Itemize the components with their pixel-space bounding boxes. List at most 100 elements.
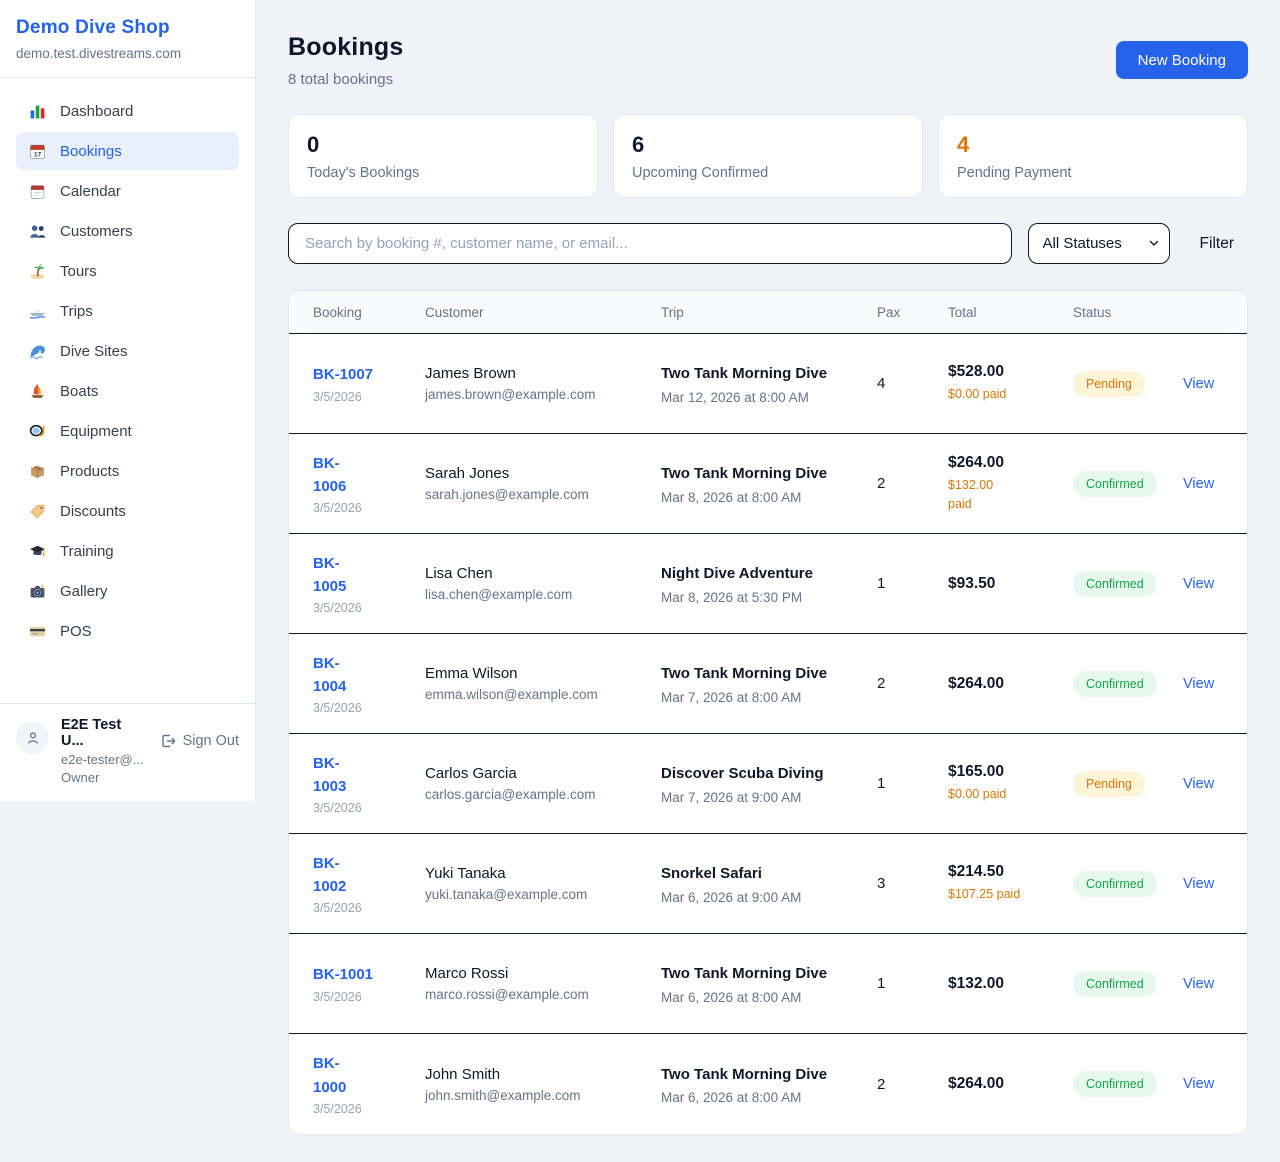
sidebar-item-bookings[interactable]: 17 Bookings <box>16 132 239 170</box>
customer-name: James Brown <box>425 365 516 382</box>
new-booking-button[interactable]: New Booking <box>1115 41 1248 79</box>
user-section: E2E Test U... e2e-tester@... Owner Sign … <box>0 703 255 801</box>
trip-name: Snorkel Safari <box>661 865 762 883</box>
sidebar-item-discounts[interactable]: Discounts <box>16 492 239 530</box>
view-link[interactable]: View <box>1183 875 1215 892</box>
sidebar-item-trips[interactable]: Trips <box>16 292 239 330</box>
table-controls: All Statuses Filter <box>288 223 1248 264</box>
sidebar-item-dashboard[interactable]: Dashboard <box>16 92 239 130</box>
table-row: BK- 1002 3/5/2026 Yuki Tanaka yuki.tanaka@… <box>289 834 1247 934</box>
view-link[interactable]: View <box>1183 975 1215 992</box>
sidebar-item-products[interactable]: Products <box>16 452 239 490</box>
sidebar-item-training[interactable]: Training <box>16 532 239 570</box>
booking-link[interactable]: BK- 1003 <box>313 754 347 795</box>
booking-date: 3/5/2026 <box>313 701 362 716</box>
bookings-table: Booking Customer Trip Pax Total Status B… <box>288 290 1248 1135</box>
booking-link[interactable]: BK- 1000 <box>313 1055 347 1096</box>
sidebar-item-pos[interactable]: POS <box>16 612 239 650</box>
status-badge: Confirmed <box>1073 870 1157 897</box>
sidebar-item-label: POS <box>60 622 92 640</box>
view-link[interactable]: View <box>1183 775 1215 792</box>
table-row: BK- 1005 3/5/2026 Lisa Chen lisa.chen@exam… <box>289 534 1247 634</box>
paid-amount: $0.00 paid <box>948 787 1007 802</box>
pax-value: 4 <box>877 375 886 392</box>
sidebar-item-equipment[interactable]: Equipment <box>16 412 239 450</box>
sign-out-icon <box>161 734 175 748</box>
booking-link[interactable]: BK-1007 <box>313 366 374 384</box>
stat-value: 4 <box>957 132 970 157</box>
pax-value: 1 <box>877 775 886 792</box>
total-amount: $93.50 <box>948 574 996 592</box>
trip-time: Mar 12, 2026 at 8:00 AM <box>661 389 809 405</box>
trip-time: Mar 8, 2026 at 5:30 PM <box>661 589 803 605</box>
user-info: E2E Test U... e2e-tester@... Owner <box>61 717 148 785</box>
page-title: Bookings <box>288 33 404 61</box>
speedboat-icon <box>28 302 46 320</box>
sidebar-item-gallery[interactable]: Gallery <box>16 572 239 610</box>
customer-email: emma.wilson@example.com <box>425 687 598 702</box>
filter-button[interactable]: Filter <box>1186 235 1248 253</box>
sidebar-item-dive-sites[interactable]: Dive Sites <box>16 332 239 370</box>
sidebar-item-label: Calendar <box>60 182 121 200</box>
view-link[interactable]: View <box>1183 575 1215 592</box>
status-filter-select[interactable]: All Statuses <box>1027 223 1170 264</box>
stats-cards: 0 Today's Bookings 6 Upcoming Confirmed … <box>288 114 1248 198</box>
graduation-cap-icon <box>28 542 46 560</box>
sidebar-item-label: Trips <box>60 302 93 320</box>
search-input[interactable] <box>288 223 1012 264</box>
package-icon <box>28 462 46 480</box>
total-amount: $132.00 <box>948 974 1005 992</box>
sidebar-item-tours[interactable]: Tours <box>16 252 239 290</box>
customer-email: james.brown@example.com <box>425 387 596 402</box>
sidebar-item-label: Training <box>60 542 114 560</box>
view-link[interactable]: View <box>1183 475 1215 492</box>
customer-email: lisa.chen@example.com <box>425 587 573 602</box>
customer-name: Lisa Chen <box>425 565 493 582</box>
customer-name: Carlos Garcia <box>425 765 517 782</box>
booking-link[interactable]: BK-1001 <box>313 966 374 984</box>
user-email: e2e-tester@... <box>61 752 144 767</box>
calendar-date-icon: 17 <box>28 142 46 160</box>
status-badge: Confirmed <box>1073 670 1157 697</box>
booking-link[interactable]: BK- 1006 <box>313 454 347 495</box>
table-header-row: Booking Customer Trip Pax Total Status <box>289 291 1247 334</box>
sidebar-item-label: Boats <box>60 382 99 400</box>
stat-card-upcoming-confirmed: 6 Upcoming Confirmed <box>613 114 923 198</box>
booking-link[interactable]: BK- 1002 <box>313 854 347 895</box>
status-filter-wrap: All Statuses <box>1027 223 1170 264</box>
view-link[interactable]: View <box>1183 675 1215 692</box>
stat-label: Upcoming Confirmed <box>632 165 769 181</box>
total-amount: $264.00 <box>948 1075 1005 1092</box>
pax-value: 1 <box>877 575 886 592</box>
sidebar-item-boats[interactable]: Boats <box>16 372 239 410</box>
table-row: BK- 1006 3/5/2026 Sarah Jones sarah.jones@… <box>289 434 1247 534</box>
booking-link[interactable]: BK- 1005 <box>313 554 347 595</box>
table-row: BK- 1003 3/5/2026 Carlos Garcia carlos.gar… <box>289 734 1247 834</box>
sidebar-item-label: Dive Sites <box>60 342 128 360</box>
sign-out-button[interactable]: Sign Out <box>160 733 239 749</box>
sidebar-item-label: Customers <box>60 222 133 240</box>
sidebar-item-label: Equipment <box>60 422 132 440</box>
booking-date: 3/5/2026 <box>313 901 362 916</box>
trip-name: Two Tank Morning Dive <box>661 465 828 483</box>
sidebar-item-label: Discounts <box>60 502 126 520</box>
booking-link[interactable]: BK- 1004 <box>313 654 347 695</box>
user-role: Owner <box>61 770 100 785</box>
bar-chart-icon <box>28 102 46 120</box>
sidebar-item-customers[interactable]: Customers <box>16 212 239 250</box>
paid-amount: $0.00 paid <box>948 387 1007 402</box>
view-link[interactable]: View <box>1183 1076 1215 1092</box>
sidebar-item-calendar[interactable]: Calendar <box>16 172 239 210</box>
customer-name: John Smith <box>425 1065 501 1083</box>
user-name: E2E Test U... <box>61 717 122 749</box>
trip-name: Two Tank Morning Dive <box>661 365 828 383</box>
table-row: BK-1001 3/5/2026 Marco Rossi marco.rossi@e… <box>289 934 1247 1034</box>
main-content: Bookings 8 total bookings New Booking 0 … <box>288 0 1248 1135</box>
sidebar: Demo Dive Shop demo.test.divestreams.com… <box>0 0 256 801</box>
stat-card-pending-payment: 4 Pending Payment <box>938 114 1248 198</box>
pax-value: 2 <box>877 675 886 692</box>
paid-amount: $132.00 paid <box>948 477 994 511</box>
view-link[interactable]: View <box>1183 375 1215 392</box>
customer-name: Marco Rossi <box>425 965 509 982</box>
stat-card-todays-bookings: 0 Today's Bookings <box>288 114 598 198</box>
